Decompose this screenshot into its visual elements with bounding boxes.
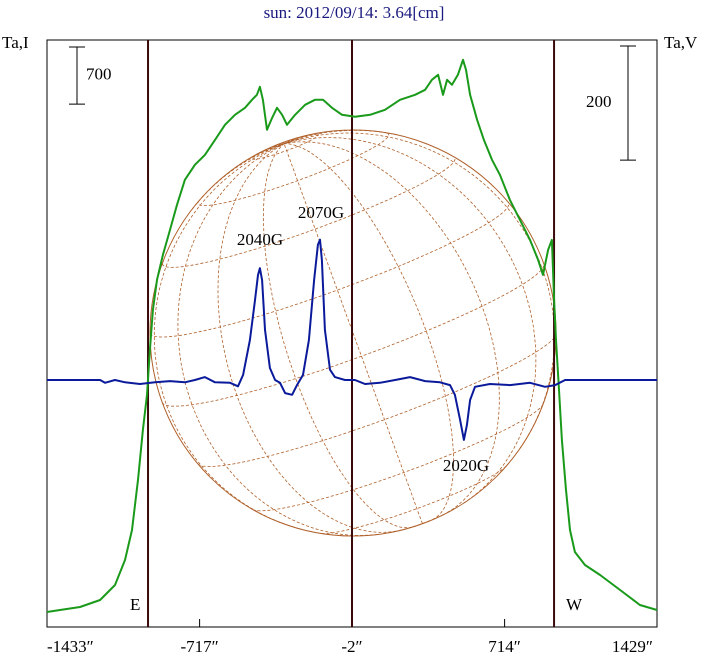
peak-annotation: 2070G bbox=[298, 203, 344, 222]
disk-grid-line bbox=[197, 132, 390, 206]
disk-grid-line bbox=[191, 143, 285, 210]
disk-grid-line bbox=[217, 143, 397, 533]
disk-grid-line bbox=[284, 143, 454, 521]
disk-grid-line bbox=[262, 143, 413, 529]
series-line bbox=[47, 238, 657, 441]
peak-annotation: 2040G bbox=[237, 230, 283, 249]
disk-grid-line bbox=[161, 263, 545, 407]
scale-bar-label: 700 bbox=[86, 64, 112, 83]
disk-grid-line bbox=[264, 143, 285, 151]
disk-grid-line bbox=[283, 129, 397, 145]
disk-grid-line bbox=[177, 143, 378, 536]
disk-grid-line bbox=[251, 133, 319, 160]
series-line bbox=[46, 58, 658, 613]
disk-grid-line bbox=[321, 466, 507, 535]
solar-disk bbox=[149, 129, 557, 537]
disk-grid-line bbox=[250, 143, 285, 159]
scale-bar bbox=[620, 45, 636, 161]
y2-axis-label: Ta,V bbox=[664, 33, 698, 52]
disk-grid-line bbox=[283, 132, 555, 449]
disk-grid-line bbox=[283, 139, 291, 145]
x-tick-label: -1433″ bbox=[47, 637, 94, 656]
limb-label: W bbox=[566, 595, 583, 614]
x-tick-label: -2″ bbox=[341, 637, 362, 656]
peak-annotation: 2020G bbox=[443, 456, 489, 475]
x-tick-label: 714″ bbox=[488, 637, 521, 656]
disk-grid-line bbox=[149, 202, 510, 338]
disk-grid-line bbox=[252, 403, 544, 512]
disk-grid-line bbox=[197, 333, 557, 468]
disk-grid-line bbox=[153, 143, 300, 530]
chart-title: sun: 2012/09/14: 3.64[cm] bbox=[264, 3, 445, 22]
x-tick-label: 1429″ bbox=[612, 637, 653, 656]
y-axis-label: Ta,I bbox=[2, 33, 29, 52]
disk-grid-line bbox=[162, 157, 456, 268]
disk-grid-line bbox=[283, 135, 304, 145]
limb-label: E bbox=[130, 595, 140, 614]
disk-grid-line bbox=[283, 137, 537, 504]
disk-grid-line bbox=[283, 143, 423, 524]
disk-grid-line bbox=[398, 513, 446, 532]
scale-bar-label: 200 bbox=[586, 92, 612, 111]
scale-bar bbox=[69, 46, 85, 105]
x-tick-label: -717″ bbox=[180, 637, 218, 656]
